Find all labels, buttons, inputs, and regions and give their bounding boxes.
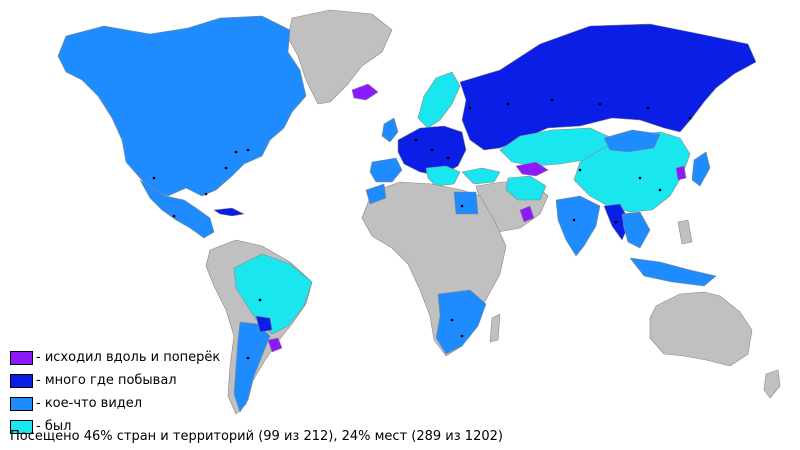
legend: - исходил вдоль и поперёк - много где по… bbox=[10, 346, 220, 438]
region-madagascar bbox=[489, 313, 501, 343]
place-dot bbox=[550, 98, 554, 102]
place-dot bbox=[460, 204, 464, 208]
region-australia bbox=[649, 291, 753, 367]
place-dot bbox=[646, 106, 650, 110]
place-dot bbox=[450, 318, 454, 322]
legend-item-was: - был bbox=[10, 415, 220, 438]
place-dot bbox=[152, 176, 156, 180]
region-argentina bbox=[233, 321, 271, 413]
place-dot bbox=[572, 218, 576, 222]
legend-label-was: - был bbox=[36, 419, 72, 434]
legend-swatch-lived bbox=[10, 350, 33, 365]
region-north-america bbox=[57, 15, 307, 197]
region-china bbox=[573, 131, 691, 213]
place-dot bbox=[468, 106, 472, 110]
visit-summary: Посещено 46% стран и территорий (99 из 2… bbox=[10, 429, 503, 444]
region-iberia bbox=[369, 157, 403, 183]
place-dot bbox=[446, 156, 450, 160]
place-dot bbox=[578, 168, 582, 172]
place-dot bbox=[224, 166, 228, 170]
legend-swatch-many bbox=[10, 373, 33, 388]
region-indochina bbox=[621, 211, 651, 249]
region-cuba bbox=[213, 207, 245, 217]
region-uk bbox=[381, 117, 399, 143]
region-egypt bbox=[453, 191, 479, 215]
place-dot bbox=[614, 220, 618, 224]
region-caucasus bbox=[515, 161, 549, 177]
region-balkans bbox=[425, 165, 461, 187]
region-iran bbox=[505, 175, 547, 201]
region-new-zealand bbox=[763, 369, 781, 399]
place-dot bbox=[506, 102, 510, 106]
place-dot bbox=[460, 334, 464, 338]
region-scandinavia bbox=[417, 71, 461, 129]
region-morocco bbox=[365, 183, 387, 205]
place-dot bbox=[172, 214, 176, 218]
legend-item-lived: - исходил вдоль и поперёк bbox=[10, 346, 220, 369]
region-russia bbox=[459, 23, 757, 151]
region-turkey bbox=[461, 167, 501, 185]
legend-swatch-was bbox=[10, 419, 33, 434]
place-dot bbox=[598, 102, 602, 106]
region-brazil bbox=[233, 253, 313, 335]
region-mexico bbox=[139, 179, 215, 239]
region-uruguay bbox=[267, 337, 283, 353]
place-dot bbox=[430, 148, 434, 152]
region-korea bbox=[675, 165, 687, 181]
region-philippines bbox=[677, 219, 693, 245]
place-dot bbox=[414, 138, 418, 142]
legend-label-some: - кое-что видел bbox=[36, 396, 143, 411]
place-dot bbox=[658, 188, 662, 192]
region-africa bbox=[361, 181, 507, 357]
place-dot bbox=[638, 176, 642, 180]
region-india bbox=[555, 195, 601, 257]
region-mongolia bbox=[603, 129, 661, 153]
region-iceland bbox=[351, 83, 379, 101]
region-southern-africa bbox=[435, 289, 487, 355]
legend-label-lived: - исходил вдоль и поперёк bbox=[36, 350, 221, 365]
place-dot bbox=[258, 298, 262, 302]
place-dot bbox=[246, 356, 250, 360]
legend-item-many: - много где побывал bbox=[10, 369, 220, 392]
region-oman bbox=[519, 205, 535, 223]
place-dot bbox=[234, 150, 238, 154]
legend-swatch-some bbox=[10, 396, 33, 411]
region-japan bbox=[691, 151, 711, 187]
region-greenland bbox=[287, 9, 393, 105]
place-dot bbox=[246, 148, 250, 152]
region-indonesia bbox=[629, 257, 717, 287]
visited-places bbox=[152, 98, 692, 360]
place-dot bbox=[688, 116, 692, 120]
legend-label-many: - много где побывал bbox=[36, 373, 177, 388]
legend-item-some: - кое-что видел bbox=[10, 392, 220, 415]
region-paraguay bbox=[255, 315, 273, 333]
place-dot bbox=[204, 192, 208, 196]
